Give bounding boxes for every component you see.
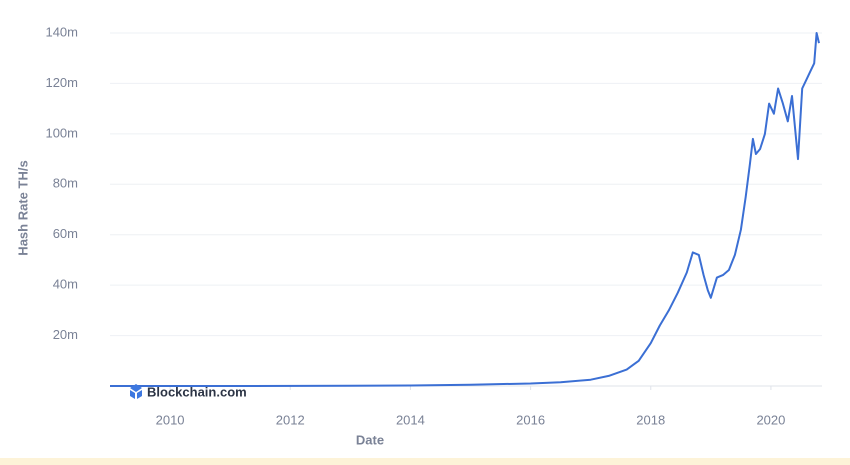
y-axis-title: Hash Rate TH/s [15,160,30,255]
y-tick-label: 140m [45,24,78,39]
y-tick-label: 60m [53,226,78,241]
y-tick-label: 20m [53,327,78,342]
x-tick-label: 2010 [156,412,185,427]
x-tick-label: 2020 [756,412,785,427]
bottom-strip [0,458,850,465]
x-tick-label: 2018 [636,412,665,427]
data-line [110,32,820,387]
watermark-logo [130,384,142,399]
y-tick-label: 80m [53,176,78,191]
watermark-group: Blockchain.com [130,384,247,399]
x-axis-title: Date [356,432,384,447]
watermark: Blockchain.com [147,384,247,399]
x-tick-label: 2014 [396,412,425,427]
y-tick-label: 120m [45,75,78,90]
y-tick-label: 40m [53,277,78,292]
x-tick-label: 2012 [276,412,305,427]
x-tick-label: 2016 [516,412,545,427]
y-tick-label: 100m [45,125,78,140]
